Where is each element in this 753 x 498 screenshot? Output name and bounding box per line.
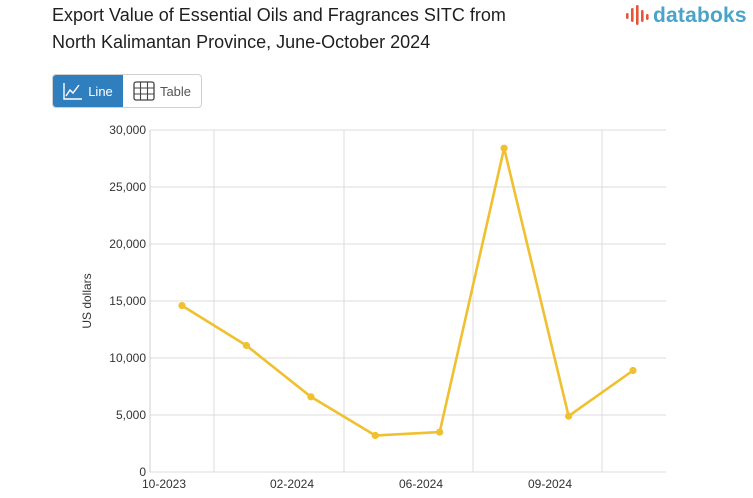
x-tick-label: 10-2023 [142,477,186,491]
data-point [371,431,379,440]
table-view-label: Table [159,83,192,99]
y-tick-label: 0 [139,465,146,479]
brand-name: databoks [653,4,747,27]
data-point [307,393,315,401]
table-grid-icon [133,81,155,101]
series-line [181,146,634,437]
chart-gridlines [150,129,666,473]
line-view-button[interactable]: Line [53,75,123,107]
brand-bars-icon [626,5,649,25]
view-toggle: Line Table [52,74,202,108]
chart-series [178,144,637,440]
chart-title-line-2: North Kalimantan Province, June-October … [52,32,431,52]
x-tick-label: 06-2024 [399,477,443,491]
y-axis-title: US dollars [80,273,94,328]
chart-axes: 0 5,000 10,000 15,000 20,000 25,000 30,000 10-2… [80,123,572,491]
data-point [436,428,444,436]
line-view-label: Line [88,83,113,99]
data-point [178,302,186,310]
data-point [242,341,250,350]
brand-logo[interactable]: databoks [625,3,747,29]
line-chart-icon [63,83,83,100]
y-tick-label: 10,000 [109,351,146,365]
x-tick-label: 09-2024 [528,477,572,491]
chart-title: Export Value of Essential Oils and Fragr… [52,2,592,56]
data-point [565,412,573,420]
chart-title-line-1: Export Value of Essential Oils and Fragr… [52,5,506,25]
x-tick-label: 02-2024 [270,477,314,491]
data-point [500,144,508,152]
table-view-button[interactable]: Table [123,75,201,107]
y-tick-label: 15,000 [109,294,146,308]
data-point [629,366,637,375]
y-tick-label: 25,000 [109,180,146,194]
y-tick-label: 20,000 [109,237,146,251]
y-tick-label: 5,000 [116,408,146,422]
y-tick-label: 30,000 [109,123,146,137]
